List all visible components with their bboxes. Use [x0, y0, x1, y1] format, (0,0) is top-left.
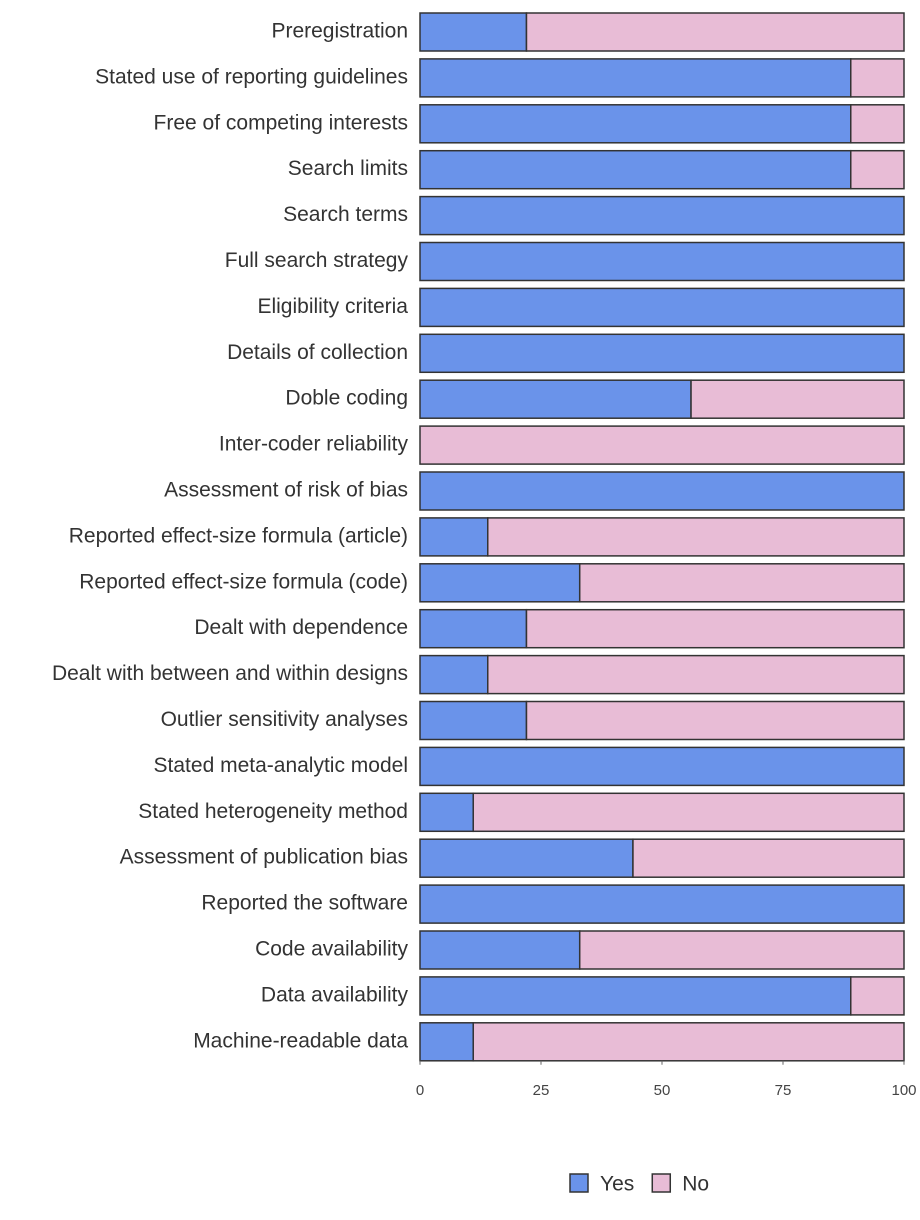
- bar-segment: [419, 379, 692, 419]
- bar-segment: [578, 930, 905, 970]
- bar-segment: [419, 12, 528, 52]
- bar-segment: [419, 563, 581, 603]
- category-label: Outlier sensitivity analyses: [161, 708, 408, 731]
- legend-swatch: [569, 1173, 589, 1193]
- bar-segment: [487, 517, 905, 557]
- legend-label: No: [682, 1173, 709, 1196]
- category-label: Search terms: [283, 203, 408, 226]
- bar-segment: [419, 976, 852, 1016]
- bar-segment: [419, 104, 852, 144]
- bar-segment: [850, 149, 905, 190]
- bar-segment: [850, 976, 905, 1016]
- category-label: Code availability: [255, 938, 408, 961]
- bar-segment: [419, 149, 852, 190]
- bar-segment: [578, 563, 905, 603]
- bar-segment: [525, 608, 905, 649]
- x-tick-label: 0: [416, 1082, 424, 1099]
- x-tick-label: 25: [533, 1082, 550, 1099]
- bar-segment: [690, 379, 905, 419]
- category-label: Stated meta-analytic model: [154, 754, 408, 777]
- bar-segment: [850, 58, 905, 98]
- category-label: Inter-coder reliability: [219, 433, 409, 456]
- x-tick-label: 50: [654, 1082, 671, 1099]
- bar-segment: [419, 700, 528, 741]
- category-label: Details of collection: [227, 341, 408, 364]
- category-label: Search limits: [288, 157, 408, 180]
- bar-segment: [472, 1022, 905, 1062]
- bar-segment: [632, 838, 905, 878]
- category-label: Dealt with between and within designs: [52, 662, 408, 685]
- category-label: Doble coding: [285, 387, 408, 410]
- bar-segment: [419, 471, 905, 511]
- bar-segment: [419, 930, 581, 970]
- category-label: Assessment of publication bias: [120, 846, 408, 869]
- bar-segment: [419, 608, 528, 649]
- bar-segment: [487, 654, 905, 695]
- bar-segment: [419, 195, 905, 236]
- category-label: Free of competing interests: [154, 111, 408, 134]
- bar-segment: [850, 104, 905, 144]
- category-label: Data availability: [261, 983, 409, 1006]
- bar-segment: [419, 884, 905, 924]
- bar-segment: [525, 700, 905, 741]
- x-tick-label: 100: [891, 1082, 916, 1099]
- bar-segment: [419, 287, 905, 328]
- bar-segment: [419, 654, 489, 695]
- bar-segment: [419, 58, 852, 98]
- bar-segment: [419, 1022, 474, 1062]
- legend-label: Yes: [600, 1173, 634, 1196]
- bar-segment: [419, 425, 905, 465]
- x-tick-label: 75: [775, 1082, 792, 1099]
- category-label: Dealt with dependence: [194, 616, 408, 639]
- category-label: Full search strategy: [225, 249, 409, 272]
- category-label: Eligibility criteria: [257, 295, 408, 318]
- category-label: Stated heterogeneity method: [138, 800, 408, 823]
- category-label: Machine-readable data: [193, 1029, 408, 1052]
- bar-segment: [525, 12, 905, 52]
- bar-segment: [419, 241, 905, 282]
- bar-segment: [419, 333, 905, 374]
- bar-segment: [419, 746, 905, 787]
- category-label: Assessment of risk of bias: [164, 479, 408, 502]
- bar-segment: [419, 838, 634, 878]
- bar-segment: [472, 792, 905, 833]
- category-label: Stated use of reporting guidelines: [95, 65, 408, 88]
- bar-segment: [419, 792, 474, 833]
- bar-segment: [419, 517, 489, 557]
- category-label: Preregistration: [271, 20, 408, 43]
- category-label: Reported effect-size formula (code): [79, 570, 408, 593]
- category-label: Reported the software: [201, 892, 408, 915]
- category-label: Reported effect-size formula (article): [69, 524, 408, 547]
- legend-swatch: [651, 1173, 672, 1193]
